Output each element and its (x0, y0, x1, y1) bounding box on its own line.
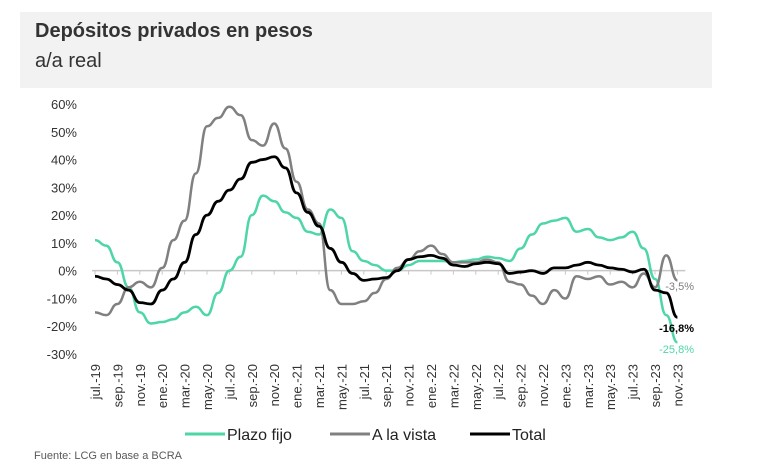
x-tick-label: nov.-20 (267, 364, 282, 406)
x-tick-label: sep.-23 (648, 364, 663, 407)
x-tick-label: mar.-23 (581, 364, 596, 408)
y-tick-label: 50% (51, 125, 77, 140)
x-tick-label: jul.-20 (222, 364, 237, 400)
x-tick-label: ene.-23 (558, 364, 573, 408)
x-tick-label: may.-22 (469, 364, 484, 410)
x-tick-label: ene.-22 (424, 364, 439, 408)
legend-label: A la vista (372, 427, 436, 444)
source-note: Fuente: LCG en base a BCRA (34, 450, 182, 462)
x-tick-label: sep.-20 (245, 364, 260, 407)
end-value-label: -25,8% (659, 344, 694, 356)
chart-subtitle: a/a real (35, 50, 102, 72)
x-tick-label: mar.-20 (178, 364, 193, 408)
x-tick-label: ene.-20 (155, 364, 170, 408)
series-line-total (94, 155, 679, 319)
y-tick-label: 40% (51, 153, 77, 168)
x-tick-label: jul.-21 (357, 364, 372, 400)
legend-label: Plazo fijo (227, 427, 292, 444)
x-tick-label: jul.-19 (88, 364, 103, 400)
end-value-label: -16,8% (659, 323, 694, 335)
x-tick-label: nov.-19 (133, 364, 148, 406)
series-line-plazo-fijo (94, 194, 679, 344)
legend-label: Total (512, 427, 546, 444)
y-tick-label: -10% (47, 291, 78, 306)
x-tick-label: ene.-21 (290, 364, 305, 408)
series-line-a-la-vista (94, 105, 679, 317)
chart-title: Depósitos privados en pesos (35, 20, 313, 42)
y-tick-label: -20% (47, 319, 78, 334)
x-tick-label: jul.-22 (491, 364, 506, 400)
x-tick-label: jul.-23 (626, 364, 641, 400)
x-tick-label: may.-23 (603, 364, 618, 410)
x-tick-label: sep.-21 (379, 364, 394, 407)
x-tick-label: may.-21 (334, 364, 349, 410)
x-tick-label: nov.-21 (402, 364, 417, 406)
y-tick-label: 60% (51, 97, 77, 112)
end-value-label: -3,5% (665, 281, 694, 293)
y-tick-label: 30% (51, 180, 77, 195)
x-tick-label: nov.-23 (670, 364, 685, 406)
y-tick-label: 10% (51, 236, 77, 251)
y-tick-label: 0% (58, 264, 77, 279)
x-tick-label: sep.-22 (514, 364, 529, 407)
y-tick-label: 20% (51, 208, 77, 223)
y-tick-label: -30% (47, 347, 78, 362)
title-box: Depósitos privados en pesos a/a real (20, 12, 712, 88)
x-tick-label: sep.-19 (110, 364, 125, 407)
x-tick-label: nov.-22 (536, 364, 551, 406)
x-tick-label: may.-20 (200, 364, 215, 410)
x-tick-label: mar.-21 (312, 364, 327, 408)
x-tick-label: mar.-22 (446, 364, 461, 408)
